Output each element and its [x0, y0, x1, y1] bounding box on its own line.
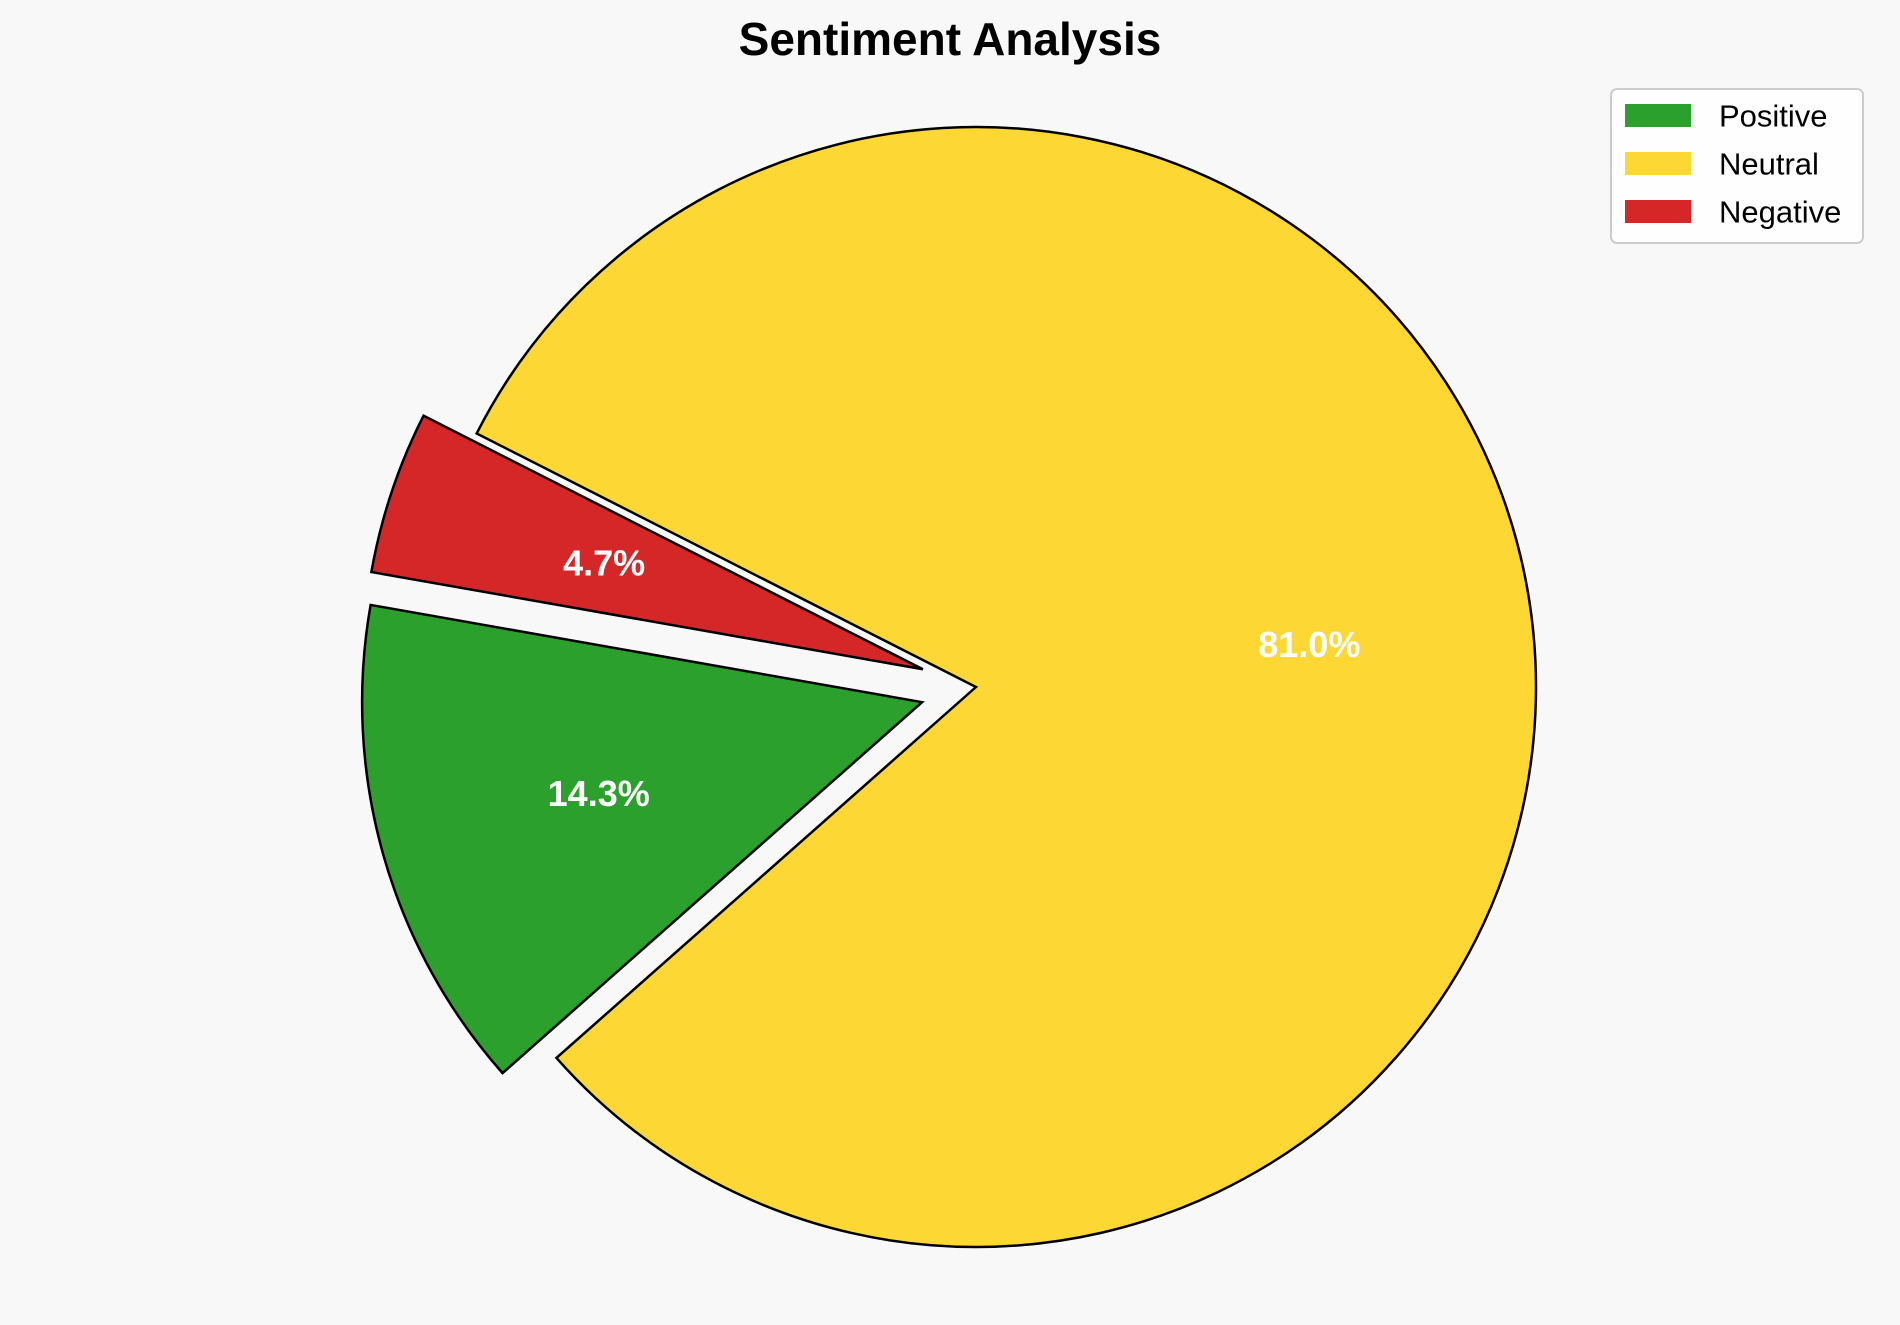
legend-items: Positive Neutral Negative [1625, 99, 1841, 230]
legend-swatch-neutral [1625, 152, 1691, 175]
slice-label-neutral: 81.0% [1258, 624, 1360, 665]
pie-slice-positive [360, 603, 925, 1075]
pie-slice-neutral [474, 125, 1538, 1249]
legend-label-positive: Positive [1719, 99, 1828, 134]
slice-label-positive: 14.3% [548, 773, 650, 814]
legend-label-negative: Negative [1719, 195, 1841, 230]
chart-title: Sentiment Analysis [739, 13, 1162, 65]
slice-label-negative: 4.7% [563, 542, 645, 583]
legend-swatch-negative [1625, 200, 1691, 223]
legend-label-neutral: Neutral [1719, 147, 1819, 182]
pie-slice-labels: 14.3% 81.0% 4.7% [548, 542, 1361, 813]
legend-swatch-positive [1625, 104, 1691, 127]
pie-slice-negative [369, 414, 924, 671]
pie-slices [360, 125, 1538, 1249]
legend: Positive Neutral Negative [1610, 88, 1864, 244]
